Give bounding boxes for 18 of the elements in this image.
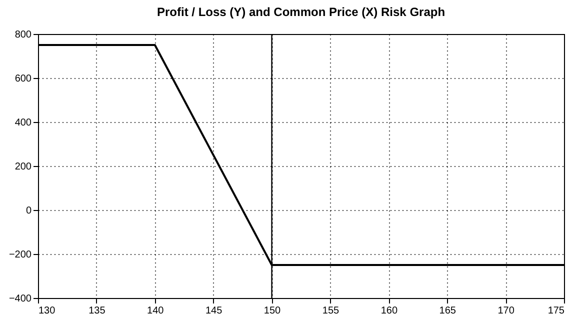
y-tick-label: 800 [14,30,32,40]
x-tick-label: 150 [264,306,282,316]
y-tick-label: 0 [26,206,32,216]
y-tick-label: 400 [14,118,32,128]
x-tick-label: 135 [88,306,106,316]
x-tick-label: 170 [498,306,515,316]
x-tick-label: 175 [548,306,565,316]
x-tick-label: 165 [439,306,456,316]
y-tick-label: −400 [8,294,32,304]
y-tick-label: 200 [14,162,32,172]
x-tick-label: 155 [322,306,340,316]
x-tick-label: 130 [38,306,56,316]
y-tick-label: 600 [14,74,32,84]
x-tick-label: 145 [205,306,223,316]
chart-title: Profit / Loss (Y) and Common Price (X) Risk Graph [156,5,446,19]
y-tick-label: −200 [8,250,32,260]
x-tick-label: 160 [380,306,398,316]
x-tick-label: 140 [147,306,164,316]
